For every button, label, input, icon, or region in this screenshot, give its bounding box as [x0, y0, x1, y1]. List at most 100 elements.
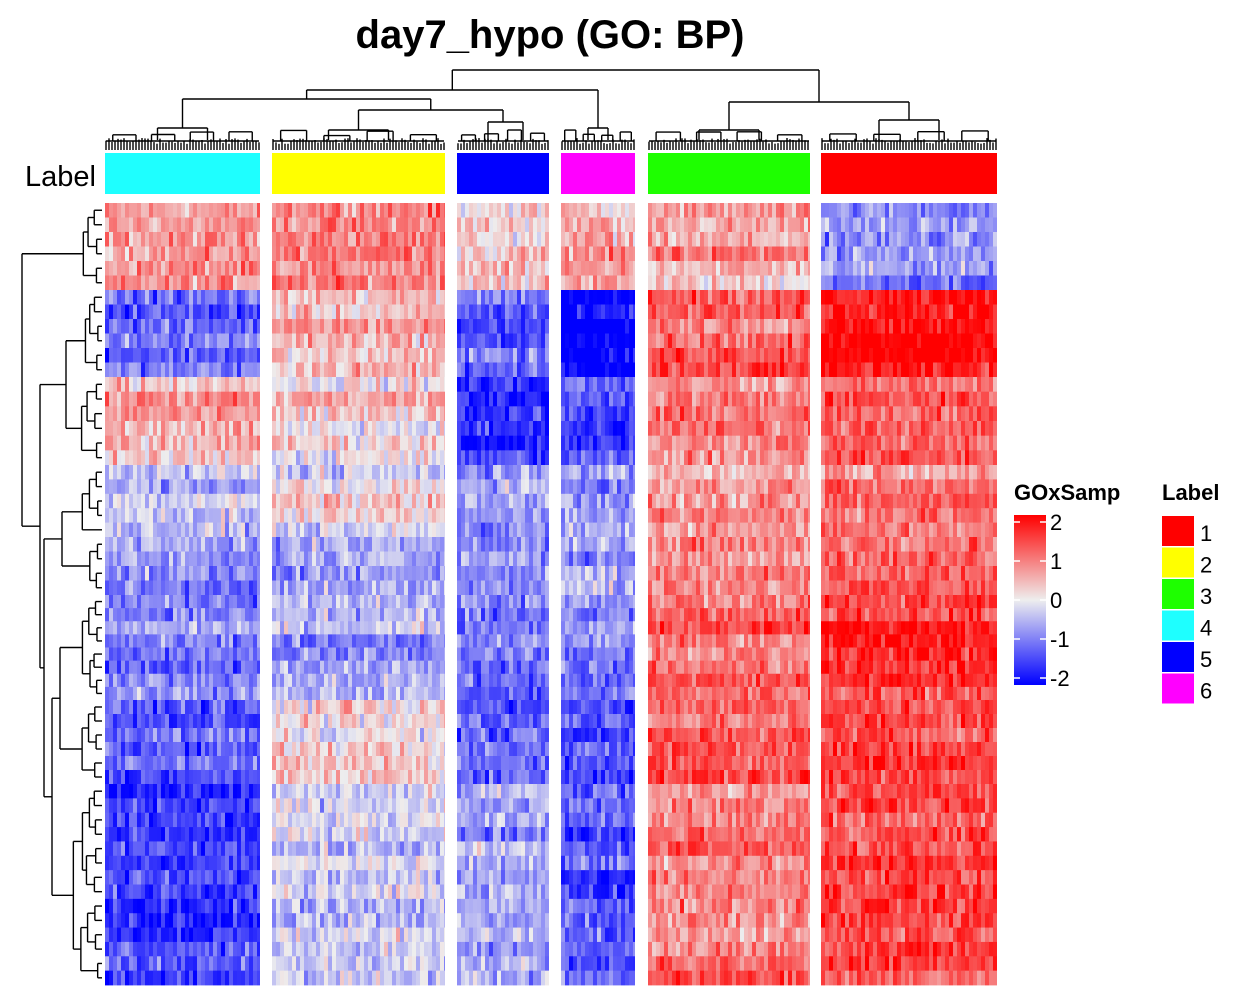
heatmap-cell [533, 362, 537, 378]
heatmap-cell [296, 465, 300, 480]
heatmap-cell [205, 406, 209, 422]
heatmap-cell [788, 275, 792, 291]
heatmap-cell [201, 275, 205, 291]
heatmap-cell [332, 522, 336, 538]
heatmap-cell [597, 406, 601, 422]
heatmap-cell [209, 319, 213, 334]
row-dendrogram [21, 209, 102, 979]
heatmap-cell [469, 450, 473, 466]
heatmap-cell [833, 406, 837, 422]
heatmap-cell [257, 333, 260, 349]
heatmap-cell [688, 362, 692, 378]
heatmap-cell [153, 261, 157, 276]
heatmap-cell [889, 304, 893, 320]
heatmap-cell [633, 246, 635, 262]
heatmap-cell [284, 203, 288, 218]
heatmap-cell [253, 217, 257, 233]
heatmap-cell [352, 406, 356, 422]
heatmap-cell [621, 406, 625, 422]
heatmap-cell [217, 421, 221, 437]
heatmap-cell [965, 377, 969, 393]
heatmap-cell [949, 450, 953, 466]
heatmap-cell [117, 406, 121, 422]
heatmap-cell [177, 333, 181, 349]
heatmap-cell [241, 275, 245, 291]
heatmap-cell [129, 348, 133, 363]
heatmap-cell [768, 217, 772, 233]
heatmap-cell [881, 319, 885, 334]
heatmap-cell [109, 450, 113, 466]
heatmap-cell [105, 465, 109, 480]
heatmap-cell [137, 348, 141, 363]
heatmap-cell [113, 391, 117, 407]
heatmap-cell [732, 362, 736, 378]
heatmap-cell [205, 435, 209, 451]
heatmap-cell [977, 261, 981, 276]
heatmap-cell [304, 508, 308, 523]
heatmap-cell [372, 406, 376, 422]
heatmap-cell [804, 246, 808, 262]
heatmap-cell [800, 304, 804, 320]
heatmap-cell [493, 333, 497, 349]
heatmap-cell [561, 421, 565, 437]
heatmap-cell [917, 275, 921, 291]
heatmap-cell [320, 450, 324, 466]
heatmap-cell [601, 275, 605, 291]
heatmap-cell [109, 203, 113, 218]
heatmap-cell [533, 275, 537, 291]
heatmap-cell [473, 465, 477, 480]
heatmap-cell [177, 508, 181, 523]
heatmap-cell [129, 333, 133, 349]
heatmap-cell [913, 348, 917, 363]
heatmap-cell [189, 348, 193, 363]
heatmap-cell [380, 333, 384, 349]
heatmap-cell [857, 232, 861, 247]
heatmap-cell [617, 232, 621, 247]
heatmap-cell [420, 333, 424, 349]
heatmap-cell [760, 421, 764, 437]
heatmap-cell [969, 203, 973, 218]
heatmap-cell [597, 348, 601, 363]
heatmap-cell [225, 362, 229, 378]
heatmap-cell [272, 435, 276, 451]
heatmap-cell [617, 261, 621, 276]
heatmap-cell [676, 435, 680, 451]
heatmap-cell [408, 319, 412, 334]
heatmap-cell [521, 217, 525, 233]
heatmap-cell [633, 421, 635, 437]
heatmap-cell [177, 377, 181, 393]
heatmap-cell [989, 362, 993, 378]
heatmap-cell [416, 319, 420, 334]
heatmap-cell [581, 232, 585, 247]
heatmap-cell [185, 508, 189, 523]
heatmap-cell [613, 522, 617, 538]
heatmap-cell [157, 465, 161, 480]
heatmap-cell [784, 304, 788, 320]
heatmap-cell [569, 333, 573, 349]
heatmap-cell [861, 232, 865, 247]
heatmap-cell [577, 493, 581, 509]
heatmap-cell [380, 348, 384, 363]
heatmap-cell [328, 304, 332, 320]
heatmap-cell [113, 217, 117, 233]
heatmap-cell [629, 304, 633, 320]
heatmap-cell [925, 391, 929, 407]
heatmap-cell [173, 333, 177, 349]
heatmap-cell [457, 333, 461, 349]
heatmap-cell [593, 275, 597, 291]
heatmap-cell [728, 290, 732, 305]
heatmap-cell [712, 450, 716, 466]
heatmap-cell [308, 275, 312, 291]
annotation-row-label: Label [25, 161, 96, 193]
heatmap-cell [396, 435, 400, 451]
heatmap-cell [461, 435, 465, 451]
heatmap-cell [388, 304, 392, 320]
heatmap-cell [201, 203, 205, 218]
heatmap-cell [601, 435, 605, 451]
heatmap-cell [676, 290, 680, 305]
heatmap-cell [360, 246, 364, 262]
heatmap-cell [497, 522, 501, 538]
heatmap-cell [360, 275, 364, 291]
heatmap-cell [841, 304, 845, 320]
heatmap-cell [149, 421, 153, 437]
